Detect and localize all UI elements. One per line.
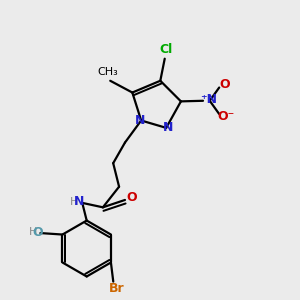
Text: ⁺N: ⁺N	[200, 93, 217, 106]
Text: O: O	[32, 226, 43, 239]
Text: Cl: Cl	[160, 44, 173, 56]
Text: N: N	[74, 195, 84, 208]
Text: CH₃: CH₃	[97, 67, 118, 77]
Text: H: H	[29, 227, 37, 238]
Text: N: N	[163, 122, 173, 134]
Text: O: O	[219, 78, 230, 91]
Text: N: N	[134, 114, 145, 127]
Text: H: H	[70, 197, 78, 207]
Text: Br: Br	[108, 283, 124, 296]
Text: O⁻: O⁻	[217, 110, 234, 124]
Text: O: O	[126, 191, 137, 204]
